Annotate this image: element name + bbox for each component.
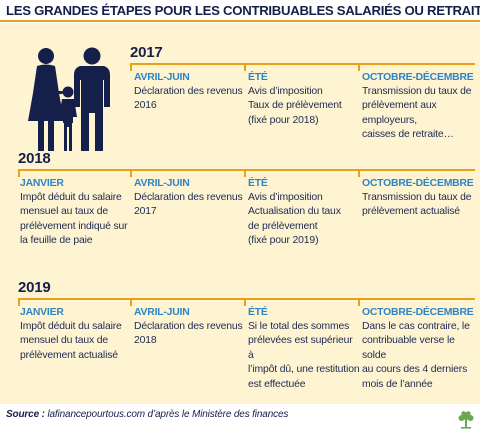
timeline-tick [244,169,246,177]
source-text: lafinancepourtous.com d’après le Ministè… [44,409,289,420]
timeline-2019 [18,298,475,300]
step-2017-ete: ÉTÉ Avis d’imposition Taux de prélèvemen… [248,71,360,128]
timeline-tick [358,169,360,177]
timeline-tick [244,63,246,71]
timeline-tick [18,169,20,177]
year-label-2017: 2017 [130,44,163,61]
step-heading: AVRIL-JUIN [134,72,190,83]
timeline-tick [244,298,246,306]
tree-logo-icon [458,411,474,429]
step-text: Si le total des sommes prélevées est sup… [248,321,360,390]
step-2019-ete: ÉTÉ Si le total des sommes prélevées est… [248,306,360,392]
source-note: Source : lafinancepourtous.com d’après l… [6,409,288,420]
step-2017-octobre-decembre: OCTOBRE-DÉCEMBRE Transmission du taux de… [362,71,480,143]
title-divider [0,20,480,22]
step-text: Avis d’imposition Actualisation du taux … [248,192,341,247]
step-text: Avis d’imposition Taux de prélèvement (f… [248,86,342,126]
step-2019-janvier: JANVIER Impôt déduit du salaire mensuel … [20,306,132,363]
timeline-tick [130,169,132,177]
step-heading: OCTOBRE-DÉCEMBRE [362,72,474,83]
step-text: Déclaration des revenus 2018 [134,321,243,347]
year-label-2019: 2019 [18,279,51,296]
page-title: LES GRANDES ÉTAPES POUR LES CONTRIBUABLE… [6,3,480,18]
timeline-tick [358,63,360,71]
step-text: Dans le cas contraire, le contribuable v… [362,321,470,390]
step-2018-avril-juin: AVRIL-JUIN Déclaration des revenus 2017 [134,177,246,220]
step-heading: OCTOBRE-DÉCEMBRE [362,307,474,318]
step-heading: ÉTÉ [248,72,268,83]
step-heading: ÉTÉ [248,307,268,318]
step-heading: OCTOBRE-DÉCEMBRE [362,178,474,189]
step-2017-avril-juin: AVRIL-JUIN Déclaration des revenus 2016 [134,71,246,114]
step-2018-janvier: JANVIER Impôt déduit du salaire mensuel … [20,177,132,249]
timeline-2017 [130,63,475,65]
step-heading: JANVIER [20,307,64,318]
step-heading: AVRIL-JUIN [134,307,190,318]
step-2019-avril-juin: AVRIL-JUIN Déclaration des revenus 2018 [134,306,246,349]
step-text: Impôt déduit du salaire mensuel au taux … [20,192,128,247]
step-text: Déclaration des revenus 2016 [134,86,243,112]
family-icon [28,47,110,151]
step-text: Impôt déduit du salaire mensuel du taux … [20,321,122,361]
step-text: Transmission du taux de prélèvement actu… [362,192,472,218]
timeline-tick [358,298,360,306]
step-text: Transmission du taux de prélèvement aux … [362,86,472,141]
timeline-tick [130,63,132,71]
step-heading: JANVIER [20,178,64,189]
timeline-2018 [18,169,475,171]
year-label-2018: 2018 [18,150,51,167]
step-text: Déclaration des revenus 2017 [134,192,243,218]
step-2018-ete: ÉTÉ Avis d’imposition Actualisation du t… [248,177,360,249]
timeline-tick [130,298,132,306]
timeline-tick [18,298,20,306]
step-heading: ÉTÉ [248,178,268,189]
step-2018-octobre-decembre: OCTOBRE-DÉCEMBRE Transmission du taux de… [362,177,480,220]
step-heading: AVRIL-JUIN [134,178,190,189]
step-2019-octobre-decembre: OCTOBRE-DÉCEMBRE Dans le cas contraire, … [362,306,480,392]
source-label: Source : [6,409,45,420]
footer [0,404,480,434]
